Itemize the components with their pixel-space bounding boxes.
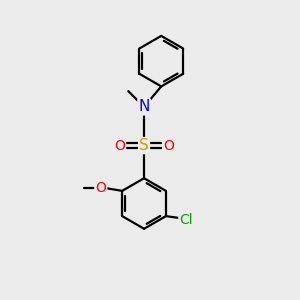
Text: N: N — [138, 99, 150, 114]
Text: Cl: Cl — [179, 213, 193, 227]
Text: O: O — [114, 139, 125, 152]
Text: S: S — [139, 138, 149, 153]
Text: O: O — [163, 139, 174, 152]
Text: O: O — [95, 181, 106, 195]
